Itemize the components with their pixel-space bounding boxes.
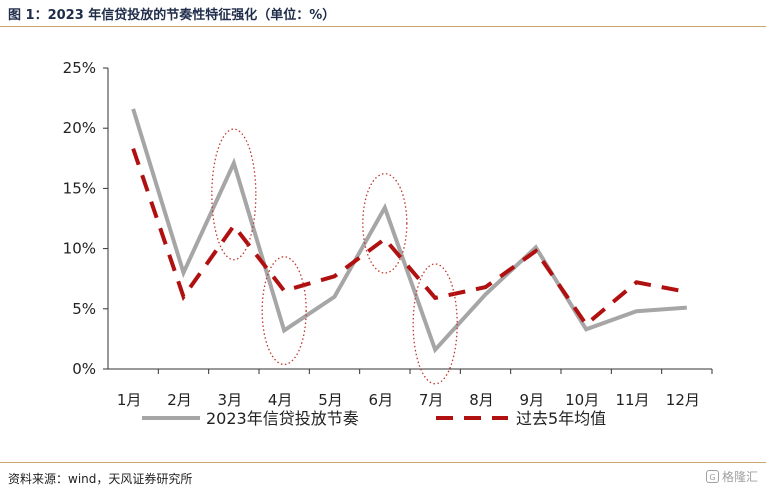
legend: 2023年信贷投放节奏 过去5年均值 bbox=[142, 409, 606, 428]
series-line-1 bbox=[131, 108, 687, 354]
highlight-circles bbox=[211, 128, 458, 385]
legend-label-1: 2023年信贷投放节奏 bbox=[206, 409, 359, 428]
x-tick-label: 3月 bbox=[218, 391, 243, 409]
top-divider bbox=[0, 26, 766, 27]
y-tick-label: 20% bbox=[63, 119, 96, 137]
highlight-circle bbox=[211, 128, 257, 261]
legend-label-2: 过去5年均值 bbox=[516, 409, 606, 428]
series-line-2 bbox=[131, 148, 688, 328]
x-tick-label: 8月 bbox=[469, 391, 494, 409]
watermark: G 格隆汇 bbox=[705, 468, 758, 485]
line-chart: 0% 5% 10% 15% 20% 25% 1月 2月 3月 4月 5月 6月 7月 8月 9月 10月 11月… bbox=[63, 59, 713, 428]
watermark-text: 格隆汇 bbox=[721, 470, 758, 484]
x-tick-label: 2月 bbox=[167, 391, 192, 409]
series-layer bbox=[131, 108, 688, 354]
figure-title: 图 1：2023 年信贷投放的节奏性特征强化（单位：%） bbox=[8, 8, 336, 23]
highlight-circle bbox=[362, 173, 408, 274]
y-tick-label: 5% bbox=[72, 300, 96, 318]
y-tick-label: 15% bbox=[63, 179, 96, 197]
watermark-logo-icon: G bbox=[705, 470, 719, 483]
y-tick-label: 25% bbox=[63, 59, 96, 77]
highlight-circle bbox=[261, 256, 307, 366]
x-tick-label: 6月 bbox=[369, 391, 394, 409]
y-tick-label: 0% bbox=[72, 360, 96, 378]
tick-labels: 0% 5% 10% 15% 20% 25% 1月 2月 3月 4月 5月 6月 7月 8月 9月 10月 11月… bbox=[63, 59, 700, 409]
x-tick-label: 4月 bbox=[268, 391, 293, 409]
y-tick-label: 10% bbox=[63, 240, 96, 258]
x-tick-label: 10月 bbox=[565, 391, 599, 409]
source-note: 资料来源：wind，天风证券研究所 bbox=[8, 472, 193, 486]
highlight-circle bbox=[412, 263, 458, 385]
x-tick-label: 11月 bbox=[615, 391, 649, 409]
bottom-divider bbox=[0, 462, 766, 463]
x-tick-label: 9月 bbox=[520, 391, 545, 409]
x-tick-label: 7月 bbox=[419, 391, 444, 409]
x-tick-label: 12月 bbox=[666, 391, 700, 409]
x-tick-label: 1月 bbox=[117, 391, 142, 409]
x-tick-label: 5月 bbox=[318, 391, 343, 409]
axes bbox=[103, 67, 713, 374]
